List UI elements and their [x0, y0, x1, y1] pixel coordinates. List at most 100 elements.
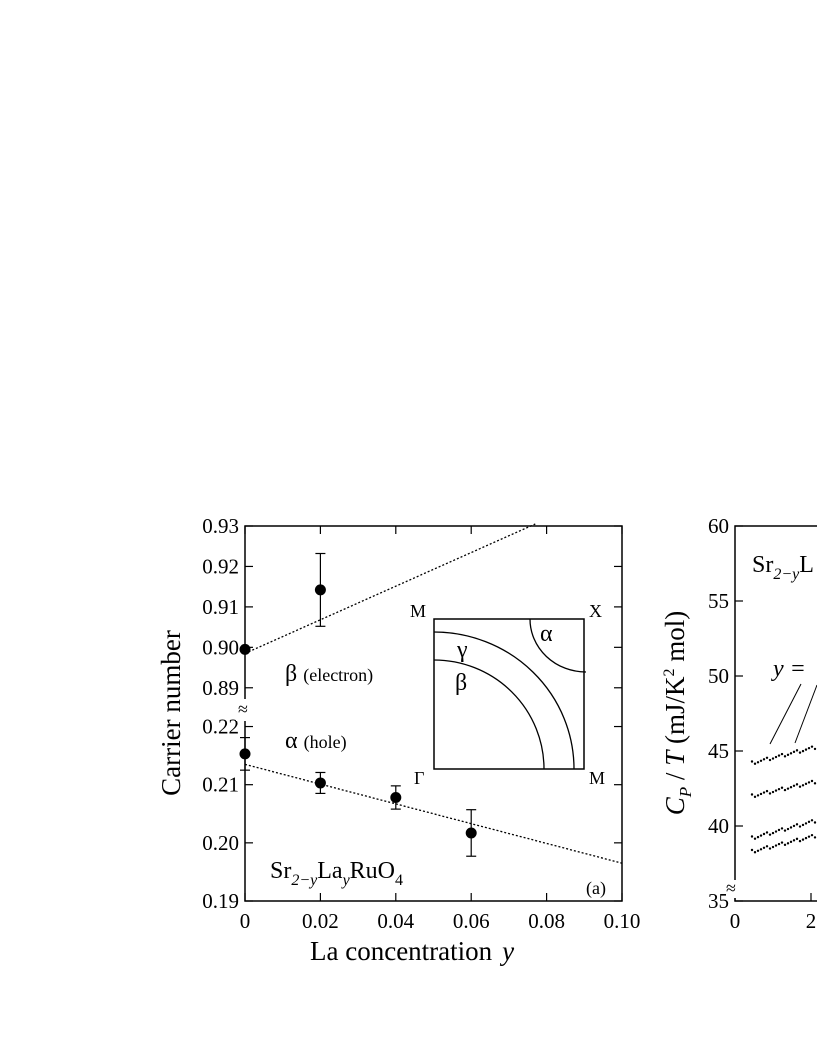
- trace-dot: [783, 829, 787, 832]
- y-tick-label-b: 60: [708, 514, 729, 538]
- trace-dot: [765, 845, 769, 848]
- trace-dot: [798, 825, 802, 828]
- trace-dot: [780, 827, 784, 830]
- x-tick-label-b: 0: [730, 909, 741, 933]
- trace-dot: [807, 835, 811, 838]
- trace-dot: [792, 824, 796, 828]
- axis-break-mask: [236, 699, 254, 721]
- trace-dot: [813, 821, 817, 824]
- data-point: [239, 748, 251, 760]
- trace-dot: [798, 751, 802, 754]
- fermi-surface-inset: M X Γ M γ β α: [410, 601, 605, 788]
- inset-corner-x: X: [589, 601, 602, 621]
- trace-dot: [813, 836, 817, 839]
- trace-dot: [798, 785, 802, 788]
- trace-dot: [786, 827, 790, 831]
- trace-dot: [777, 828, 781, 832]
- y-tick-label: 0.22: [202, 715, 239, 739]
- y-equals-label: y =: [771, 656, 806, 682]
- compound-label-b: Sr2−yL: [752, 552, 814, 583]
- trace-dot: [783, 843, 787, 847]
- x-tick-label-b: 2: [806, 909, 817, 933]
- trace-dot: [768, 847, 772, 850]
- alpha-sheet: [529, 618, 587, 673]
- data-point: [314, 584, 326, 596]
- trace-dot: [768, 792, 772, 795]
- trace-dot: [750, 848, 754, 852]
- trace-dot: [789, 826, 793, 829]
- trace-dot: [780, 752, 784, 756]
- trace-dot: [792, 784, 796, 787]
- y-tick-label: 0.19: [202, 889, 239, 913]
- trace-dot: [780, 786, 784, 789]
- data-point: [239, 643, 251, 655]
- trace-dot: [762, 846, 766, 849]
- trace-dot: [762, 758, 766, 761]
- beta-sheet: [433, 659, 545, 770]
- trace-dot: [753, 851, 757, 854]
- trace-dot: [756, 761, 760, 764]
- data-points-a: [239, 552, 477, 857]
- trace-dot: [774, 755, 778, 759]
- inset-frame: [433, 618, 585, 770]
- trace-dot: [759, 834, 763, 837]
- trace-dot: [774, 830, 778, 833]
- inset-corner-m-bottom: M: [589, 768, 605, 788]
- trace-dot: [765, 756, 769, 759]
- x-tick-label: 0.10: [604, 909, 641, 933]
- trace-dot: [801, 838, 805, 841]
- trace-dot: [798, 839, 802, 843]
- gamma-sheet: [433, 631, 575, 770]
- trace-dot: [762, 791, 766, 794]
- trace-dot: [777, 754, 781, 757]
- trace-dot: [804, 836, 808, 840]
- trace-dot: [810, 833, 814, 837]
- trace-dot: [795, 837, 799, 841]
- trace-dot: [768, 833, 772, 836]
- trace-dot: [771, 757, 775, 760]
- trace-dot: [786, 787, 790, 790]
- trace-dot: [804, 822, 808, 825]
- inset-corner-m-top: M: [410, 601, 426, 621]
- trace-dot: [807, 781, 811, 784]
- trace-dot: [795, 783, 799, 786]
- data-point: [390, 791, 402, 803]
- trace-dot: [777, 842, 781, 846]
- trace-dot: [810, 819, 814, 822]
- y-tick-label: 0.20: [202, 831, 239, 855]
- trace-dot: [792, 839, 796, 842]
- trace-dot: [756, 849, 760, 852]
- trace-dot: [765, 831, 769, 834]
- inset-label-alpha: α: [540, 621, 553, 647]
- y-tick-label: 0.93: [202, 514, 239, 538]
- fit-lines-a: [244, 523, 623, 864]
- axis-break-mark: ≈: [238, 699, 248, 719]
- data-traces-b: [750, 745, 817, 854]
- x-axis-label: La concentration y: [310, 936, 514, 966]
- trace-dot: [750, 835, 754, 838]
- trace-dot: [753, 837, 757, 840]
- trace-dot: [753, 762, 757, 765]
- trace-dot: [771, 831, 775, 835]
- panel-label: (a): [586, 878, 606, 899]
- trace-dot: [759, 848, 763, 851]
- trace-dot: [807, 746, 811, 750]
- trace-dot: [774, 789, 778, 792]
- trace-dot: [771, 845, 775, 849]
- trace-dot: [801, 749, 805, 753]
- data-point: [314, 777, 326, 789]
- x-axis-a: 0 0.02 0.04 0.06 0.08 0.10: [240, 526, 641, 933]
- y-axis-label: Carrier number: [156, 630, 186, 796]
- trace-dot: [789, 752, 793, 755]
- trace-dot: [813, 782, 817, 785]
- y-tick-label-b: 45: [708, 739, 729, 763]
- trace-dot: [774, 844, 778, 847]
- trace-dot: [777, 787, 781, 791]
- pointer-line-2: [794, 684, 817, 744]
- y-axis-b: 60 55 50 45 40 35: [708, 514, 743, 913]
- trace-dot: [762, 832, 766, 836]
- fit-line: [244, 523, 536, 654]
